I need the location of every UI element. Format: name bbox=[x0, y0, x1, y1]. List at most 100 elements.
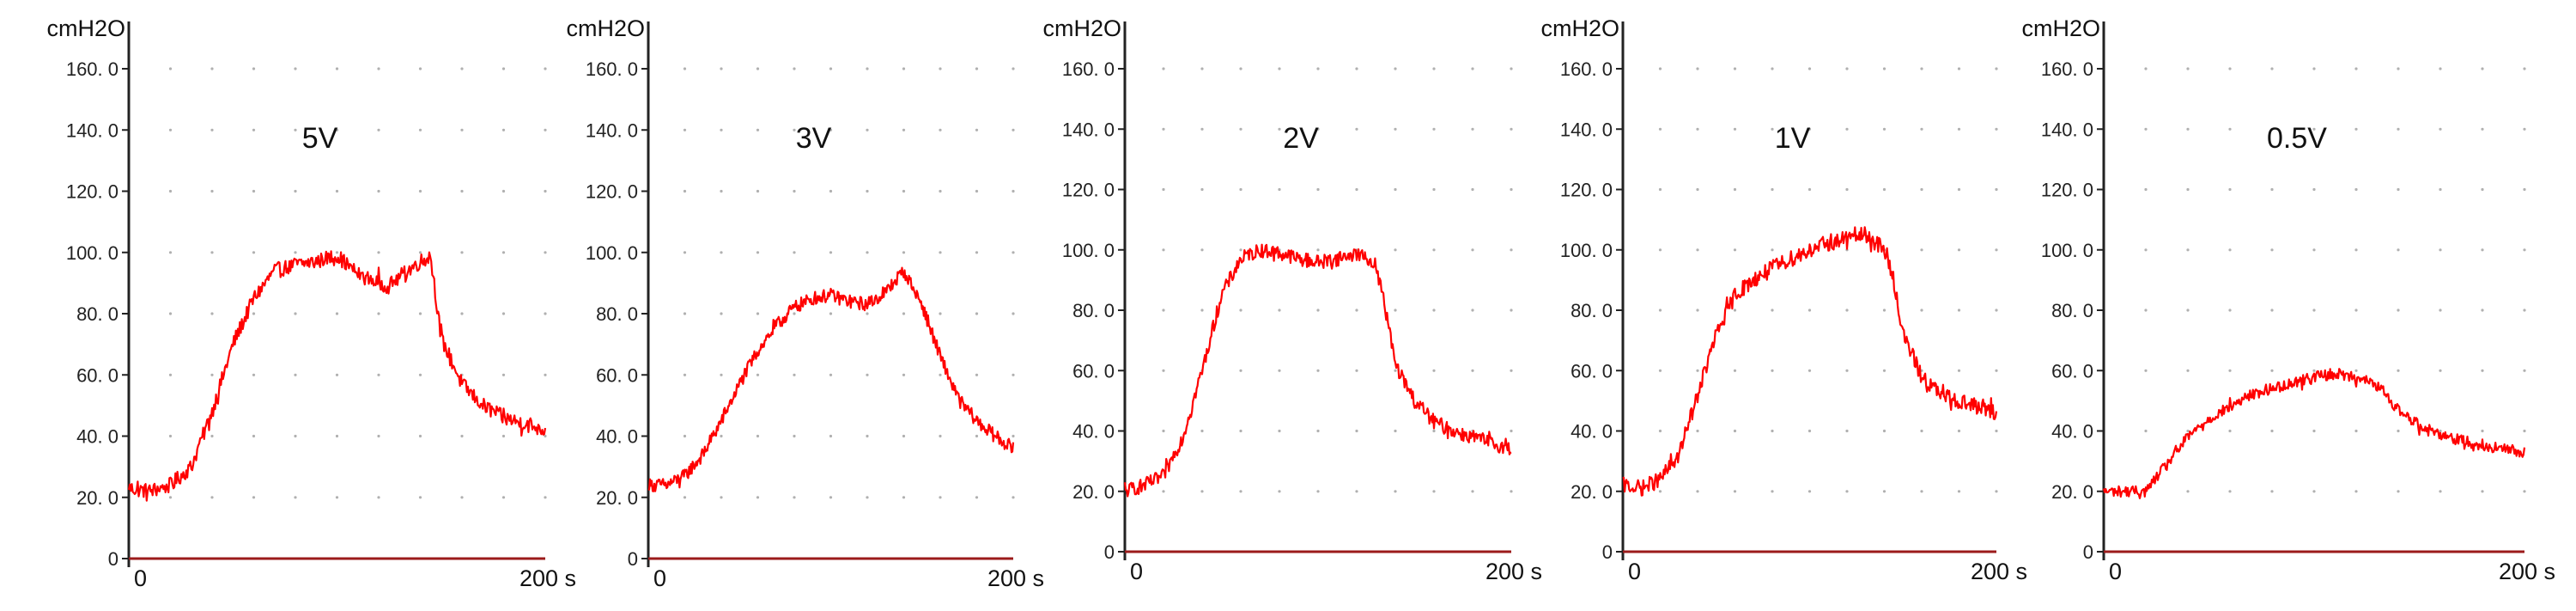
grid-dot bbox=[1845, 67, 1849, 70]
grid-dot bbox=[544, 189, 547, 193]
y-tick-label: 60. 0 bbox=[1072, 360, 1115, 382]
grid-dot bbox=[1432, 429, 1436, 433]
grid-dot bbox=[2354, 429, 2358, 433]
grid-dot bbox=[2186, 490, 2190, 493]
grid-dot bbox=[793, 251, 796, 254]
grid-dot bbox=[2270, 309, 2274, 312]
pressure-trace bbox=[127, 250, 547, 502]
grid-dot bbox=[2186, 309, 2190, 312]
grid-dot bbox=[1733, 490, 1737, 493]
y-tick-label: 60. 0 bbox=[596, 364, 638, 386]
grid-dot bbox=[2186, 67, 2190, 70]
grid-dot bbox=[252, 128, 256, 131]
grid-dot bbox=[210, 67, 214, 70]
grid-dot bbox=[1696, 429, 1699, 433]
grid-dot bbox=[377, 496, 380, 499]
grid-dot bbox=[829, 251, 833, 254]
grid-dot bbox=[1771, 369, 1774, 372]
y-tick-label: 160. 0 bbox=[1560, 58, 1613, 80]
grid-dot bbox=[1394, 67, 1397, 70]
grid-dot bbox=[2523, 248, 2526, 252]
grid-dot bbox=[1278, 187, 1281, 192]
chart-panel-4: cmH2O 0 20. 0 40. 0 60. 0 80. 0 100. 0 120. 0 14… bbox=[1540, 15, 2027, 584]
grid-dot bbox=[168, 67, 173, 70]
grid-dot bbox=[1432, 67, 1436, 70]
y-tick-label: 160. 0 bbox=[66, 58, 118, 80]
grid-dot bbox=[2397, 369, 2400, 372]
grid-dot bbox=[2312, 127, 2316, 131]
grid-dot bbox=[2481, 490, 2484, 493]
grid-dot bbox=[975, 373, 979, 376]
grid-dot bbox=[866, 251, 869, 254]
grid-dot bbox=[1471, 67, 1474, 70]
grid-dot bbox=[377, 67, 380, 70]
grid-dot bbox=[544, 496, 547, 499]
x-tick-label-start: 0 bbox=[1130, 559, 1143, 584]
grid-dot bbox=[168, 496, 173, 499]
grid-dot bbox=[294, 67, 297, 70]
grid-dot bbox=[460, 496, 464, 499]
grid-dot bbox=[720, 67, 723, 70]
grid-dot bbox=[1957, 67, 1961, 70]
grid-dot bbox=[1510, 67, 1513, 70]
grid-dot bbox=[1658, 67, 1662, 70]
y-tick-label: 40. 0 bbox=[76, 426, 118, 448]
grid-dot bbox=[1471, 127, 1474, 131]
grid-dot bbox=[2439, 429, 2442, 433]
grid-dot bbox=[1162, 127, 1165, 131]
grid-dot bbox=[2354, 127, 2358, 131]
grid-dot bbox=[1771, 187, 1774, 192]
y-tick-label: 60. 0 bbox=[2051, 360, 2093, 382]
grid-dot bbox=[1510, 429, 1513, 433]
grid-dot bbox=[1278, 429, 1281, 433]
grid-dot bbox=[377, 251, 380, 254]
grid-dot bbox=[2397, 248, 2400, 252]
grid-dot bbox=[683, 67, 687, 70]
grid-dot bbox=[756, 373, 760, 376]
grid-dot bbox=[1355, 309, 1358, 312]
grid-dot bbox=[1471, 490, 1474, 493]
grid-dot bbox=[252, 373, 256, 376]
grid-dot bbox=[2228, 248, 2232, 252]
grid-dot bbox=[2481, 429, 2484, 433]
grid-dot bbox=[1696, 127, 1699, 131]
grid-dot bbox=[1355, 127, 1358, 131]
grid-dot bbox=[2186, 248, 2190, 252]
grid-dot bbox=[1471, 248, 1474, 252]
grid-dot bbox=[1882, 127, 1886, 131]
y-tick-label: 20. 0 bbox=[1571, 481, 1613, 503]
grid-dot bbox=[418, 67, 422, 70]
panel-title: 5V bbox=[302, 122, 338, 155]
grid-dot bbox=[2270, 369, 2274, 372]
grid-dot bbox=[793, 373, 796, 376]
grid-dot bbox=[1394, 429, 1397, 433]
grid-dot bbox=[1200, 187, 1204, 192]
grid-dot bbox=[829, 189, 833, 193]
grid-dot bbox=[1316, 490, 1320, 493]
grid-dot bbox=[2481, 248, 2484, 252]
grid-dot bbox=[501, 312, 506, 315]
grid-dot bbox=[683, 434, 687, 438]
grid-dot bbox=[1807, 429, 1812, 433]
grid-dot bbox=[2523, 67, 2526, 70]
grid-dot bbox=[1845, 429, 1849, 433]
grid-dot bbox=[1471, 187, 1474, 192]
grid-dot bbox=[756, 251, 760, 254]
grid-dot bbox=[829, 373, 833, 376]
grid-dot bbox=[252, 496, 256, 499]
grid-dot bbox=[168, 251, 173, 254]
grid-dot bbox=[1920, 490, 1923, 493]
y-tick-label: 0 bbox=[2083, 541, 2093, 563]
grid-dot bbox=[501, 128, 506, 131]
grid-dot bbox=[1432, 309, 1436, 312]
grid-dot bbox=[2481, 67, 2484, 70]
grid-dot bbox=[1239, 187, 1242, 192]
y-axis-unit-label: cmH2O bbox=[1042, 15, 1121, 41]
grid-dot bbox=[1278, 127, 1281, 131]
pressure-trace bbox=[2102, 368, 2526, 499]
panel-title: 0.5V bbox=[2267, 122, 2327, 155]
grid-dot bbox=[2397, 309, 2400, 312]
grid-dot bbox=[902, 251, 906, 254]
y-tick-label: 80. 0 bbox=[1072, 300, 1115, 321]
grid-dot bbox=[377, 312, 380, 315]
